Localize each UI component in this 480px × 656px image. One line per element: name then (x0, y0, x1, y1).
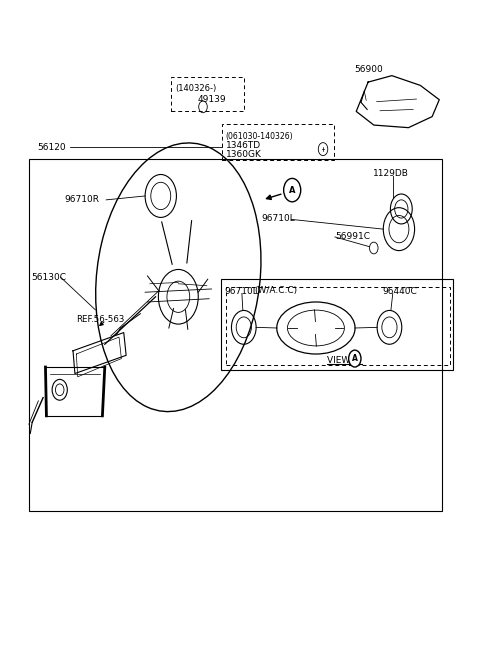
Text: (061030-140326): (061030-140326) (226, 132, 293, 140)
Text: 56900: 56900 (354, 65, 383, 73)
Text: 56130C: 56130C (31, 273, 66, 282)
Text: 1346TD: 1346TD (226, 141, 261, 150)
Bar (29, 159, 442, 512)
Bar (222, 125, 334, 160)
Text: 49139: 49139 (197, 94, 226, 104)
Text: 56120: 56120 (37, 142, 66, 152)
Text: (140326-): (140326-) (175, 84, 216, 93)
Bar (221, 279, 454, 370)
Bar (226, 287, 450, 365)
Text: VIEW: VIEW (327, 356, 353, 365)
Bar (171, 77, 244, 112)
Text: A: A (352, 354, 358, 363)
Text: 96710L: 96710L (225, 287, 259, 296)
Text: (W/A.C.C): (W/A.C.C) (254, 286, 297, 295)
Text: A: A (289, 186, 295, 195)
Text: 56991C: 56991C (335, 232, 370, 241)
Text: 1360GK: 1360GK (226, 150, 262, 159)
Circle shape (284, 178, 301, 202)
Circle shape (348, 350, 361, 367)
Text: 96440C: 96440C (383, 287, 417, 296)
Text: 1129DB: 1129DB (373, 169, 408, 178)
Text: REF.56-563: REF.56-563 (76, 315, 125, 324)
Text: 96710L: 96710L (261, 215, 295, 223)
Text: 96710R: 96710R (64, 195, 99, 205)
